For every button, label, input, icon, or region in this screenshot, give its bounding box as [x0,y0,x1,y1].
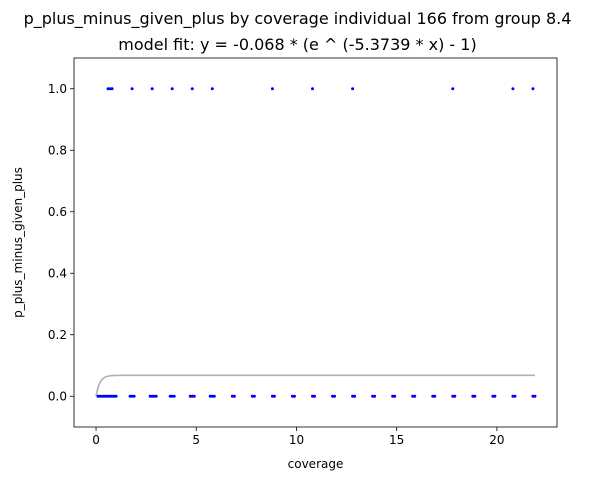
data-point [433,394,437,398]
data-point [473,394,477,398]
x-tick-label: 20 [489,433,504,447]
data-points-layer [96,87,537,398]
data-point [172,394,176,398]
y-tick-label: 0.8 [48,143,67,157]
y-axis-ticks: 0.0 0.2 0.4 0.6 0.8 1.0 [48,82,74,403]
data-point [451,87,455,91]
plot-area-frame [73,57,558,428]
data-point [170,87,174,91]
data-point [270,87,274,91]
data-point [252,394,256,398]
data-point [130,87,134,91]
x-tick-label: 10 [289,433,304,447]
data-point [511,87,515,91]
data-point [333,394,337,398]
data-point [513,394,517,398]
data-point [310,87,314,91]
data-point [232,394,236,398]
chart-title: p_plus_minus_given_plus by coverage indi… [23,9,572,28]
y-axis-label: p_plus_minus_given_plus [11,167,25,318]
y-tick-label: 0.4 [48,266,67,280]
data-point [110,87,114,91]
data-point [114,394,118,398]
x-tick-label: 15 [389,433,404,447]
data-point [190,87,194,91]
data-point [313,394,316,398]
data-point [272,394,276,398]
data-point [154,394,158,398]
x-tick-label: 0 [92,433,100,447]
y-tick-label: 1.0 [48,82,67,96]
y-tick-label: 0.0 [48,389,67,403]
data-point [210,87,214,91]
data-point [493,394,497,398]
y-tick-label: 0.6 [48,205,67,219]
y-tick-label: 0.2 [48,328,67,342]
data-point [453,394,457,398]
x-axis-ticks: 0 5 10 15 20 [92,427,505,447]
data-point [150,87,154,91]
data-point [351,87,355,91]
data-point [393,394,397,398]
x-axis-label: coverage [288,457,344,471]
data-point [373,394,377,398]
fit-curve-layer [95,374,535,397]
data-point [132,394,136,398]
data-point [533,394,537,398]
data-point [192,394,196,398]
data-point [531,87,535,91]
data-point [413,394,417,398]
data-point [292,394,296,398]
x-tick-label: 5 [192,433,200,447]
chart-subtitle: model fit: y = -0.068 * (e ^ (-5.3739 * … [118,35,477,54]
fit-curve [95,374,535,397]
data-point [212,394,216,398]
data-point [353,394,357,398]
